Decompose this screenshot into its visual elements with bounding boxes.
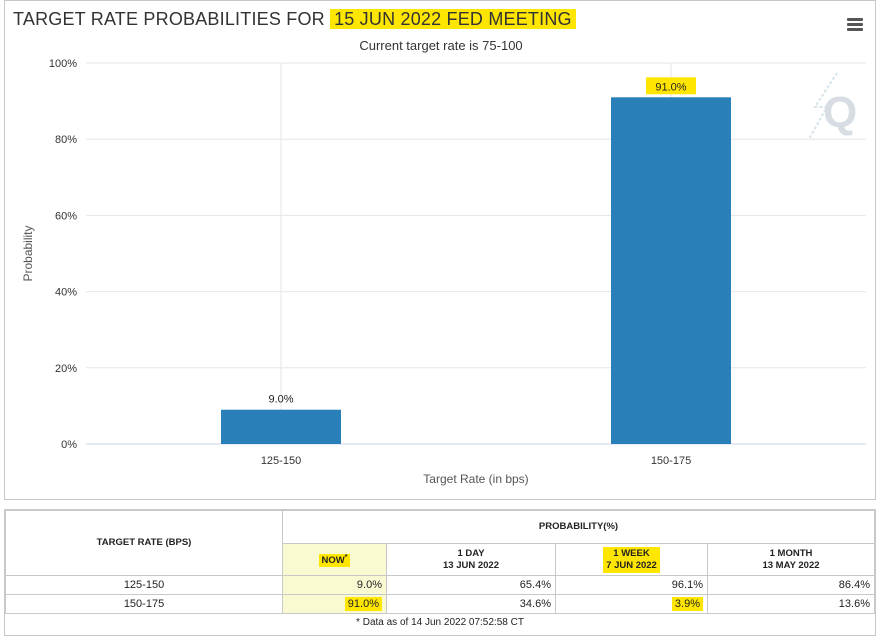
row-value-now: 91.0% bbox=[282, 594, 387, 614]
x-tick-label: 150-175 bbox=[651, 455, 691, 467]
x-tick-label: 125-150 bbox=[261, 455, 301, 467]
data-timestamp-footnote: * Data as of 14 Jun 2022 07:52:58 CT bbox=[356, 617, 524, 629]
x-axis-title: Target Rate (in bps) bbox=[423, 472, 528, 486]
row-value-1-day: 65.4% bbox=[386, 575, 556, 595]
bar-chart: 0% 20% 40% 60% 80% 100% 9.0% 125-150 91.0% 150-17… bbox=[21, 58, 866, 486]
data-label-highlight bbox=[646, 77, 696, 95]
header-1-week: 1 WEEK 7 JUN 2022 bbox=[555, 543, 708, 576]
bar bbox=[611, 97, 731, 444]
data-label: 9.0% bbox=[268, 394, 293, 406]
row-value-1-week: 96.1% bbox=[555, 575, 708, 595]
y-tick-label: 80% bbox=[55, 134, 77, 146]
header-1-month-label: 1 MONTH bbox=[769, 547, 813, 559]
header-now: NOW* bbox=[282, 543, 387, 576]
probability-table-panel: TARGET RATE (BPS) PROBABILITY(%) NOW* 1 … bbox=[4, 509, 876, 636]
row-value-1-month: 13.6% bbox=[707, 594, 875, 614]
row-value-1-week-highlight: 3.9% bbox=[671, 597, 703, 611]
data-label: 91.0% bbox=[655, 81, 686, 93]
y-tick-label: 60% bbox=[55, 210, 77, 222]
chart-title-prefix: TARGET RATE PROBABILITIES FOR bbox=[13, 9, 331, 29]
y-tick-label: 40% bbox=[55, 287, 77, 299]
y-tick-label: 20% bbox=[55, 363, 77, 375]
header-1-day: 1 DAY 13 JUN 2022 bbox=[386, 543, 556, 576]
header-now-footnote-mark: * bbox=[344, 553, 348, 561]
bar bbox=[221, 409, 341, 444]
header-now-label: NOW bbox=[321, 555, 345, 567]
header-1-day-label: 1 DAY bbox=[457, 547, 485, 559]
row-value-1-week: 3.9% bbox=[555, 594, 708, 614]
header-1-week-date: 7 JUN 2022 bbox=[606, 559, 657, 571]
row-value-now: 9.0% bbox=[282, 575, 387, 595]
hamburger-menu-icon[interactable] bbox=[847, 18, 863, 32]
table-row: 150-175 91.0% 34.6% 3.9% 13.6% bbox=[5, 594, 875, 614]
y-axis-title: Probability bbox=[21, 225, 35, 281]
y-tick-label: 100% bbox=[49, 58, 77, 70]
header-1-month-date: 13 MAY 2022 bbox=[762, 559, 820, 571]
chart-title-meeting: 15 JUN 2022 FED MEETING bbox=[330, 9, 576, 29]
svg-text:Q: Q bbox=[823, 88, 857, 137]
quikstrike-logo-icon: Q bbox=[808, 72, 857, 140]
header-1-month: 1 MONTH 13 MAY 2022 bbox=[707, 543, 875, 576]
header-1-week-label: 1 WEEK bbox=[613, 547, 650, 559]
header-probability: PROBABILITY(%) bbox=[282, 510, 875, 544]
probability-table: TARGET RATE (BPS) PROBABILITY(%) NOW* 1 … bbox=[5, 510, 875, 632]
chart-title: TARGET RATE PROBABILITIES FOR 15 JUN 202… bbox=[13, 9, 576, 30]
header-target-rate: TARGET RATE (BPS) bbox=[5, 510, 283, 576]
row-value-1-month: 86.4% bbox=[707, 575, 875, 595]
chart-subtitle: Current target rate is 75-100 bbox=[359, 38, 523, 53]
y-tick-label: 0% bbox=[61, 439, 77, 451]
table-row: 125-150 9.0% 65.4% 96.1% 86.4% bbox=[5, 575, 875, 595]
chart-panel: TARGET RATE PROBABILITIES FOR 15 JUN 202… bbox=[4, 0, 876, 500]
row-value-1-day: 34.6% bbox=[386, 594, 556, 614]
row-value-now-highlight: 91.0% bbox=[344, 597, 382, 611]
row-rate: 125-150 bbox=[5, 575, 283, 595]
row-rate: 150-175 bbox=[5, 594, 283, 614]
header-1-day-date: 13 JUN 2022 bbox=[443, 559, 499, 571]
